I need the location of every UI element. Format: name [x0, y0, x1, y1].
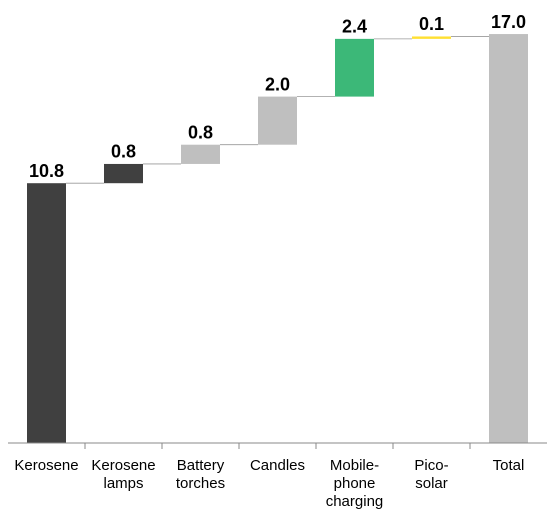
- category-label: lamps: [103, 475, 143, 492]
- category-label: charging: [326, 493, 384, 510]
- category-label: Kerosene: [14, 457, 78, 474]
- bar: [258, 96, 297, 145]
- category-label: Pico-: [414, 457, 448, 474]
- bar: [181, 144, 220, 164]
- bar: [27, 183, 66, 443]
- value-label: 17.0: [491, 12, 526, 32]
- category-label: phone: [334, 475, 376, 492]
- value-label: 0.8: [111, 142, 136, 162]
- value-label: 2.0: [265, 74, 290, 94]
- category-label: torches: [176, 475, 225, 492]
- category-label: Kerosene: [91, 457, 155, 474]
- bar: [335, 38, 374, 97]
- bar: [412, 36, 451, 39]
- category-label: Mobile-: [330, 457, 379, 474]
- value-label: 0.1: [419, 14, 444, 34]
- value-label: 0.8: [188, 122, 213, 142]
- category-label: Total: [493, 457, 525, 474]
- category-label: solar: [415, 475, 448, 492]
- bar: [104, 163, 143, 184]
- value-label: 10.8: [29, 161, 64, 181]
- value-label: 2.4: [342, 17, 367, 37]
- bar: [489, 34, 528, 444]
- category-label: Battery: [177, 457, 225, 474]
- category-label: Candles: [250, 457, 305, 474]
